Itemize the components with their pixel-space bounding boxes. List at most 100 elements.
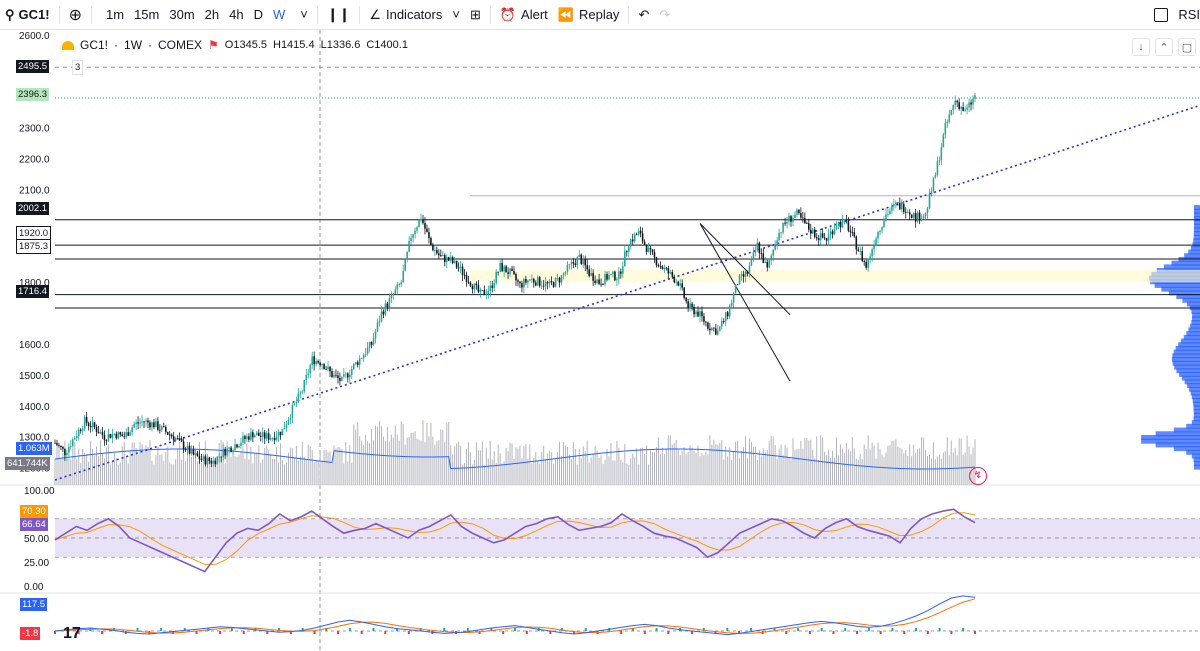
interval-dropdown-button[interactable]: ˅ bbox=[295, 0, 313, 29]
candle-body bbox=[394, 289, 397, 294]
candle-body bbox=[145, 420, 147, 422]
candle-body bbox=[564, 271, 567, 274]
channel-line-upper bbox=[699, 223, 791, 316]
interval-30m[interactable]: 30m bbox=[169, 7, 195, 22]
candle-body bbox=[210, 461, 213, 464]
candle-body bbox=[441, 255, 444, 257]
interval-W[interactable]: W bbox=[272, 7, 286, 22]
replay-icon: ⏪ bbox=[557, 6, 574, 22]
macd-upper-tag: 117.5 bbox=[20, 598, 48, 611]
candle-body bbox=[906, 212, 909, 214]
candle-body bbox=[574, 263, 577, 266]
layouts-button[interactable]: ⊞ bbox=[465, 0, 486, 29]
candle-body bbox=[93, 422, 96, 427]
candle-body bbox=[766, 261, 769, 268]
collapse-button[interactable]: ⌃ bbox=[1155, 38, 1173, 56]
candle-body bbox=[250, 432, 252, 440]
candle-body bbox=[232, 450, 234, 452]
candle-body bbox=[208, 457, 211, 462]
alert-button[interactable]: ⏰ Alert bbox=[495, 0, 553, 29]
square-icon bbox=[1154, 7, 1169, 22]
symbol-search[interactable]: ⚲ GC1! bbox=[0, 0, 55, 29]
candle-body bbox=[390, 294, 393, 299]
volume-profile-bar bbox=[1176, 294, 1200, 300]
rsi-tab[interactable]: RSI bbox=[1173, 0, 1200, 29]
candle-body bbox=[141, 421, 143, 423]
candle-body bbox=[238, 445, 240, 448]
candle-body bbox=[732, 293, 735, 303]
candle-body bbox=[467, 281, 470, 283]
candle-body bbox=[252, 432, 254, 438]
candle-body bbox=[236, 444, 238, 448]
candle-body bbox=[345, 373, 347, 375]
candle-body bbox=[77, 429, 80, 437]
candle-body bbox=[908, 212, 911, 215]
candle-body bbox=[412, 234, 414, 238]
candle-body bbox=[408, 240, 410, 252]
candle-body bbox=[190, 449, 193, 454]
candle-body bbox=[259, 436, 262, 437]
candle-body bbox=[370, 342, 373, 345]
indicators-button[interactable]: ∠ Indicators bbox=[364, 0, 447, 29]
chart-canvas[interactable]: 100.00 50.00 25.00 0.00 2600.0 2300.0 2200.0 2… bbox=[0, 30, 1200, 651]
interval-1m[interactable]: 1m bbox=[106, 7, 125, 22]
candle-body bbox=[230, 447, 232, 452]
undo-button[interactable]: ↶ bbox=[633, 0, 654, 29]
volume-profile-bar bbox=[1193, 416, 1200, 422]
add-symbol-button[interactable]: ⊕ bbox=[68, 6, 82, 24]
volume-profile-bar bbox=[1191, 420, 1200, 426]
volume-profile-bar bbox=[1190, 390, 1200, 396]
top-line-price-tag: 2495.5 bbox=[16, 60, 50, 73]
volume-profile-bar bbox=[1193, 401, 1200, 407]
volume-profile-bar bbox=[1193, 223, 1200, 229]
candle-body bbox=[639, 230, 642, 234]
interval-D[interactable]: D bbox=[253, 7, 263, 22]
candle-body bbox=[196, 453, 199, 457]
candle-body bbox=[487, 291, 490, 294]
candle-body bbox=[182, 441, 185, 450]
interval-15m[interactable]: 15m bbox=[134, 7, 160, 22]
count-badge[interactable]: 3 bbox=[72, 60, 84, 75]
candle-body bbox=[501, 263, 503, 272]
fullscreen-button[interactable] bbox=[1149, 0, 1173, 29]
candle-body bbox=[228, 447, 230, 449]
price-tick-label: 1600.0 bbox=[19, 340, 50, 351]
candle-body bbox=[730, 302, 733, 306]
candle-body bbox=[457, 267, 460, 269]
price-tick-label: 1800.0 bbox=[19, 278, 50, 289]
candle-body bbox=[384, 303, 387, 315]
chart-type-button[interactable]: ❙❙ bbox=[322, 0, 355, 29]
volume-tag-1: 1.063M bbox=[16, 442, 52, 455]
rsi-current-tag: 66.64 bbox=[20, 518, 48, 531]
candle-body bbox=[616, 278, 618, 281]
indicators-dropdown-button[interactable]: ˅ bbox=[447, 0, 465, 29]
level-tag-3: 1875.3 bbox=[16, 239, 52, 254]
candle-body bbox=[248, 436, 250, 440]
candle-body bbox=[497, 271, 499, 273]
candle-body bbox=[434, 249, 436, 251]
candle-body bbox=[107, 434, 110, 441]
interval-4h[interactable]: 4h bbox=[229, 7, 244, 22]
candle-body bbox=[950, 110, 953, 115]
candle-body bbox=[936, 161, 939, 175]
volume-profile-bar bbox=[1154, 282, 1200, 288]
interval-2h[interactable]: 2h bbox=[204, 7, 220, 22]
candle-body bbox=[673, 276, 676, 283]
candle-body bbox=[918, 212, 921, 221]
volume-profile-bar bbox=[1193, 234, 1200, 240]
chevron-down-icon: ˅ bbox=[452, 7, 460, 22]
candle-body bbox=[709, 328, 711, 331]
volume-profile-bar bbox=[1190, 323, 1200, 329]
candle-body bbox=[588, 269, 590, 276]
flash-icon[interactable]: ↯ bbox=[969, 467, 987, 485]
replay-button[interactable]: ⏪ Replay bbox=[553, 0, 625, 29]
candle-body bbox=[455, 260, 458, 268]
candle-body bbox=[350, 369, 353, 375]
volume-profile-bar bbox=[1173, 349, 1200, 355]
candle-body bbox=[772, 249, 774, 256]
redo-button[interactable]: ↷ bbox=[654, 0, 675, 29]
scroll-down-button[interactable]: ↓ bbox=[1132, 38, 1150, 56]
maximize-pane-button[interactable]: ▢ bbox=[1178, 38, 1196, 56]
volume-profile-bar bbox=[1193, 219, 1200, 225]
candle-body bbox=[329, 366, 331, 372]
